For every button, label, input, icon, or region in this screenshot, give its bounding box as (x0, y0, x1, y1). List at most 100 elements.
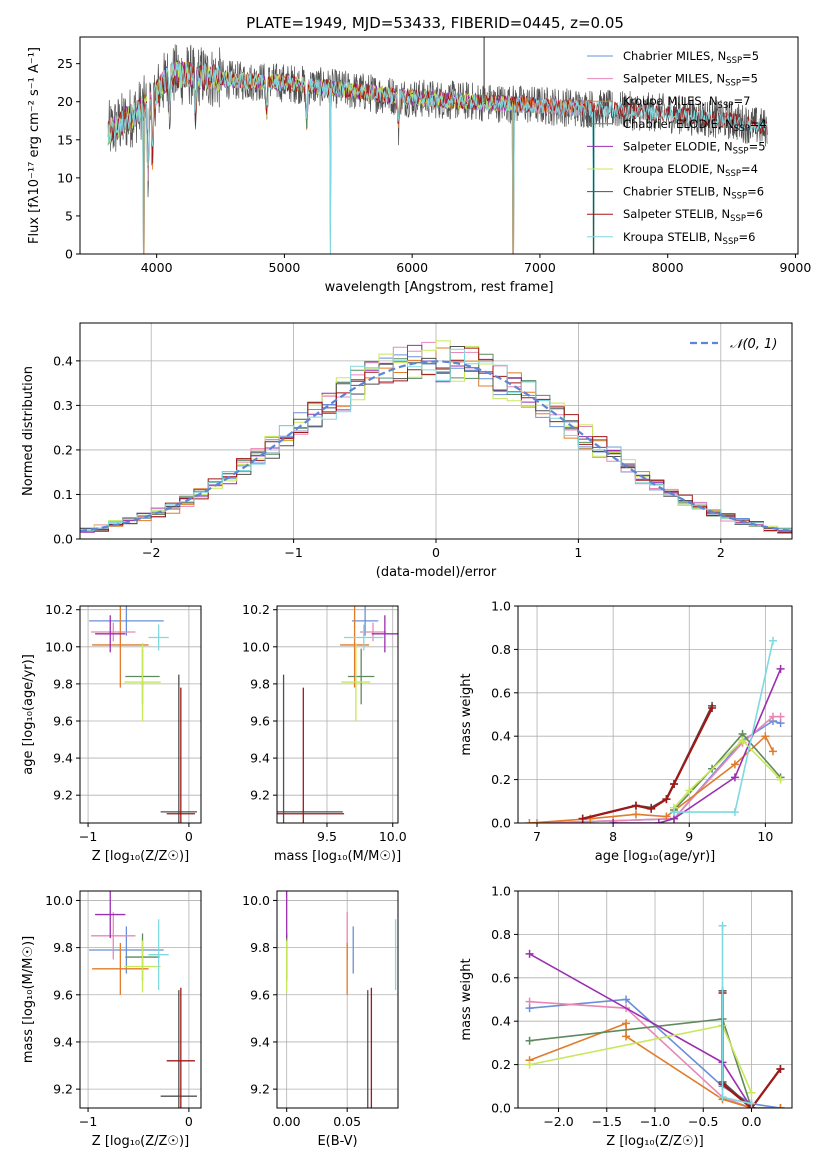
axes-frame (79, 36, 799, 255)
legend-entry: Kroupa ELODIE, NSSP=4 (623, 162, 758, 179)
mass-vs-extinction-panel: 0.00 0.05 9.2 9.4 9.6 9.8 10.0 E(B-V) (242, 890, 399, 1149)
y-tick-label: 0.0 (491, 1101, 511, 1116)
x-tick-label: −0.5 (688, 1114, 718, 1129)
x-tick-label: 6000 (396, 260, 428, 275)
y-tick-label: 0.1 (53, 487, 73, 502)
legend-label: Kroupa MILES, N (623, 94, 718, 108)
age-vs-mass-panel: 9.5 10.0 9.2 9.4 9.6 9.8 10.0 10.2 mass [log₁₀(M… (242, 602, 407, 864)
legend-entry: 𝒩(0, 1) (730, 337, 777, 352)
legend-sub: SSP (718, 101, 734, 111)
data-point-marker (631, 810, 640, 819)
y-tick-label: 9.2 (250, 1082, 270, 1097)
x-tick-label: 4000 (141, 260, 173, 275)
x-tick-label: 0.00 (273, 1114, 301, 1129)
plot-area (107, 37, 768, 254)
y-tick-label: 10.0 (45, 893, 73, 908)
data-point-marker (776, 1064, 785, 1073)
data-point-marker (776, 1104, 785, 1108)
legend-label: Salpeter STELIB, N (623, 207, 730, 221)
data-point-marker (647, 804, 656, 813)
data-point-marker (776, 775, 785, 784)
legend-sub: SSP (730, 214, 746, 224)
legend-entry: Kroupa STELIB, NSSP=6 (623, 230, 755, 247)
legend-sub: SSP (723, 237, 739, 247)
y-tick-label: 10.0 (45, 639, 73, 654)
y-tick-label: 0.6 (491, 685, 511, 700)
data-point-marker (622, 995, 631, 1004)
axes-frame (276, 605, 399, 824)
data-point-marker (730, 808, 739, 817)
x-tick-label: 9000 (780, 260, 812, 275)
legend-label: Salpeter ELODIE, N (623, 139, 733, 153)
y-tick-label: 25 (57, 56, 73, 71)
data-point-marker (654, 819, 663, 823)
legend-label: Chabrier STELIB, N (623, 185, 731, 199)
y-tick-label: 0.4 (491, 1014, 511, 1029)
series-line (721, 925, 752, 1105)
data-point-marker (718, 921, 727, 930)
y-tick-label: 10.0 (242, 639, 270, 654)
data-point-marker (747, 1099, 756, 1108)
data-point-marker (718, 1093, 727, 1102)
plot-area (525, 636, 785, 823)
x-tick-label: 8000 (652, 260, 684, 275)
x-tick-label: 0.0 (742, 1114, 762, 1129)
series-line (582, 707, 714, 820)
data-point-marker (662, 812, 671, 821)
x-tick-label: 8 (609, 829, 617, 844)
x-tick-label: 9 (685, 829, 693, 844)
y-tick-label: 9.4 (53, 1034, 73, 1049)
data-point-marker (776, 712, 785, 721)
legend-suffix: =6 (746, 207, 763, 221)
x-tick-label: 0 (432, 545, 440, 560)
legend-suffix: =5 (749, 139, 766, 153)
data-point-marker (578, 814, 587, 823)
y-tick-label: 0.4 (53, 353, 73, 368)
legend-entry: Salpeter MILES, NSSP=5 (623, 72, 758, 89)
data-point-marker (670, 779, 679, 788)
data-point-marker (525, 997, 534, 1006)
axes-frame (79, 890, 202, 1109)
spectrum-panel: 4000 5000 6000 7000 8000 9000 0 5 10 15 20 25 wavele… (27, 36, 812, 295)
mass-vs-metallicity-panel: −1 0 9.2 9.4 9.6 9.8 10.0 Z [log₁₀(Z/Z☉)] mass [… (21, 890, 202, 1149)
mass-weight-vs-age-panel: 7 8 9 10 0.0 0.2 0.4 0.6 0.8 1.0 age [log₁₀(age/yr… (459, 599, 793, 864)
x-tick-label: 2 (717, 545, 725, 560)
x-tick-label: 0.05 (333, 1114, 361, 1129)
data-point-marker (730, 760, 739, 769)
x-tick-label: −1 (79, 1114, 97, 1129)
y-tick-label: 10.0 (242, 893, 270, 908)
x-axis-label: mass [log₁₀(M/M☉)] (274, 849, 401, 864)
x-tick-label: 10.0 (379, 829, 407, 844)
x-axis-label: age [log₁₀(age/yr)] (595, 849, 716, 864)
y-tick-label: 9.8 (250, 940, 270, 955)
data-point-marker (525, 1036, 534, 1045)
mass-weight-vs-metallicity-panel: −2.0 −1.5 −1.0 −0.5 0.0 0.0 0.2 0.4 0.6 0.8 1.0 Z [… (459, 884, 793, 1149)
y-tick-label: 0.2 (491, 1057, 511, 1072)
series-line (582, 705, 714, 820)
x-tick-label: 0 (185, 829, 193, 844)
x-axis-label: Z [log₁₀(Z/Z☉)] (92, 849, 189, 864)
legend-entry: Salpeter ELODIE, NSSP=5 (623, 139, 766, 156)
legend-suffix: =7 (733, 94, 750, 108)
y-tick-label: 9.4 (250, 1034, 270, 1049)
x-tick-label: 9.5 (317, 829, 337, 844)
legend-entry: Kroupa MILES, NSSP=7 (623, 94, 750, 111)
legend-entry: Chabrier STELIB, NSSP=6 (623, 185, 764, 202)
data-point-marker (738, 736, 747, 745)
y-tick-label: 9.8 (250, 676, 270, 691)
y-tick-label: 0.2 (53, 442, 73, 457)
histogram-kroupa-stelib (80, 348, 792, 533)
y-tick-label: 5 (65, 208, 73, 223)
age-vs-metallicity-panel: −1 0 9.2 9.4 9.6 9.8 10.0 10.2 Z [log₁₀(Z/Z☉)] ag… (21, 602, 202, 864)
x-tick-label: −1.0 (640, 1114, 670, 1129)
figure-title: PLATE=1949, MJD=53433, FIBERID=0445, z=0… (246, 14, 624, 32)
y-tick-label: 1.0 (491, 884, 511, 899)
x-axis-label: Z [log₁₀(Z/Z☉)] (606, 1134, 703, 1149)
y-tick-label: 0.0 (491, 816, 511, 831)
plot-area (89, 891, 197, 1108)
y-tick-label: 0.6 (491, 970, 511, 985)
legend-label: Salpeter MILES, N (623, 72, 725, 86)
legend-sub: SSP (734, 124, 750, 134)
plot-area (525, 921, 785, 1108)
